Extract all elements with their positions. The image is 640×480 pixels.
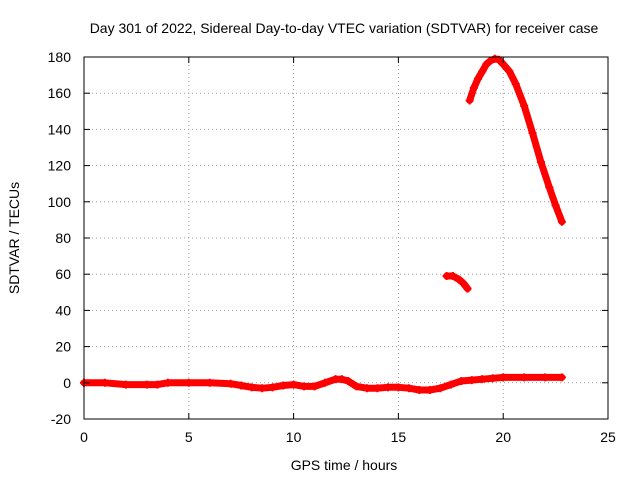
y-tick-label: 160: [48, 85, 72, 101]
data-point: [528, 129, 537, 138]
data-point: [486, 56, 495, 65]
data-point: [455, 275, 464, 284]
data-point: [465, 96, 474, 105]
data-point: [536, 157, 545, 166]
data-point: [163, 378, 172, 387]
data-point: [551, 201, 560, 210]
data-point: [520, 101, 529, 110]
y-tick-label: -20: [51, 411, 71, 427]
data-point: [463, 284, 472, 293]
data-point: [478, 67, 487, 76]
data-point: [394, 383, 403, 392]
data-point: [415, 386, 424, 395]
data-point: [310, 382, 319, 391]
x-tick-label: 15: [391, 429, 407, 445]
data-point: [321, 378, 330, 387]
data-point: [545, 183, 554, 192]
data-point: [520, 373, 529, 382]
x-tick-label: 10: [286, 429, 302, 445]
data-point: [153, 380, 162, 389]
data-point: [352, 382, 361, 391]
data-point: [511, 80, 520, 89]
data-point: [457, 376, 466, 385]
data-point: [373, 384, 382, 393]
data-point: [289, 380, 298, 389]
y-tick-label: 100: [48, 194, 72, 210]
x-tick-label: 20: [495, 429, 511, 445]
data-point: [226, 379, 235, 388]
data-point: [205, 378, 214, 387]
y-tick-label: 80: [55, 230, 71, 246]
x-tick-label: 0: [80, 429, 88, 445]
x-tick-label: 5: [185, 429, 193, 445]
y-tick-label: 180: [48, 49, 72, 65]
chart-title: Day 301 of 2022, Sidereal Day-to-day VTE…: [90, 20, 599, 36]
y-tick-label: 60: [55, 266, 71, 282]
data-point: [436, 384, 445, 393]
axis-ticks: 0 5 10 15 20 25 -20 0 20 40 60 80 100 120 140 160 180: [48, 49, 616, 445]
series-layer: [80, 54, 566, 395]
data-point: [488, 374, 497, 383]
data-point: [237, 381, 246, 390]
data-point: [100, 378, 109, 387]
data-point: [474, 74, 483, 83]
data-point: [344, 376, 353, 385]
data-point: [279, 381, 288, 390]
data-point: [184, 378, 193, 387]
data-point: [383, 383, 392, 392]
data-point: [142, 380, 151, 389]
data-point: [268, 383, 277, 392]
data-point: [505, 67, 514, 76]
data-point: [541, 373, 550, 382]
data-point: [499, 373, 508, 382]
data-point: [337, 375, 346, 384]
data-point: [459, 279, 468, 288]
data-point: [362, 384, 371, 393]
data-point: [300, 382, 309, 391]
y-axis-label: SDTVAR / TECUs: [6, 182, 22, 294]
data-point: [425, 386, 434, 395]
data-point: [258, 384, 267, 393]
y-tick-label: 40: [55, 302, 71, 318]
data-point: [478, 375, 487, 384]
data-point: [448, 272, 457, 281]
data-point: [482, 60, 491, 69]
data-point: [557, 217, 566, 226]
data-point: [557, 373, 566, 382]
data-point: [121, 380, 130, 389]
data-point: [247, 383, 256, 392]
data-point: [446, 380, 455, 389]
x-tick-label: 25: [600, 429, 616, 445]
y-tick-label: 140: [48, 121, 72, 137]
data-point: [404, 384, 413, 393]
y-tick-label: 0: [63, 375, 71, 391]
data-point: [469, 83, 478, 92]
y-tick-label: 20: [55, 339, 71, 355]
y-tick-label: 120: [48, 158, 72, 174]
x-axis-label: GPS time / hours: [291, 457, 398, 473]
data-point: [467, 376, 476, 385]
